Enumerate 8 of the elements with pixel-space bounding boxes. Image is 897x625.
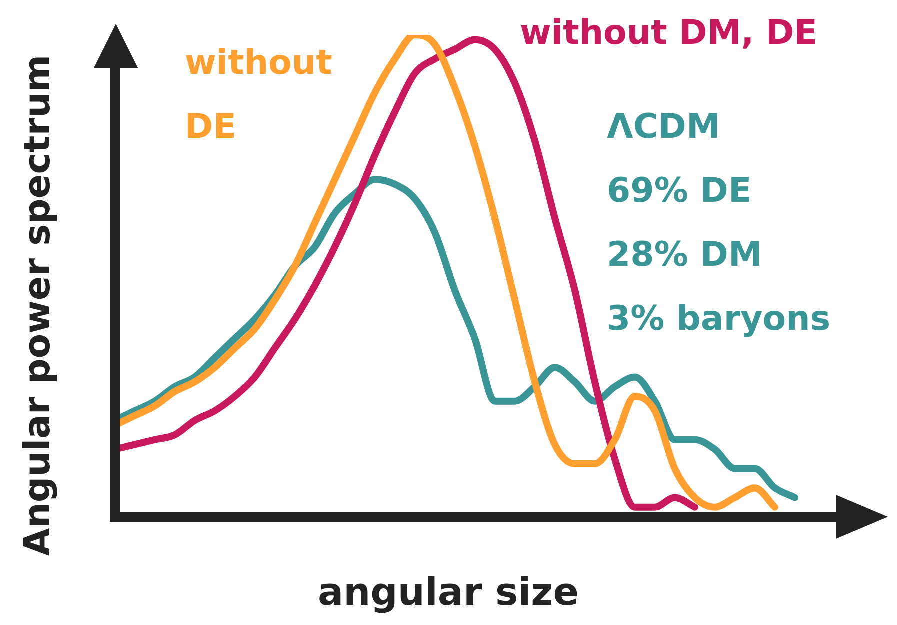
annotation: 3% baryons <box>607 298 831 339</box>
y-axis-title: Angular power spectrum <box>18 54 58 558</box>
x-axis-title: angular size <box>316 570 580 614</box>
series-label: without DM, DE <box>520 12 818 53</box>
annotation: 28% DM <box>607 234 762 275</box>
annotation: 69% DE <box>607 170 752 211</box>
series-label: without DE <box>185 42 332 147</box>
text: ΛCDM <box>607 106 720 147</box>
